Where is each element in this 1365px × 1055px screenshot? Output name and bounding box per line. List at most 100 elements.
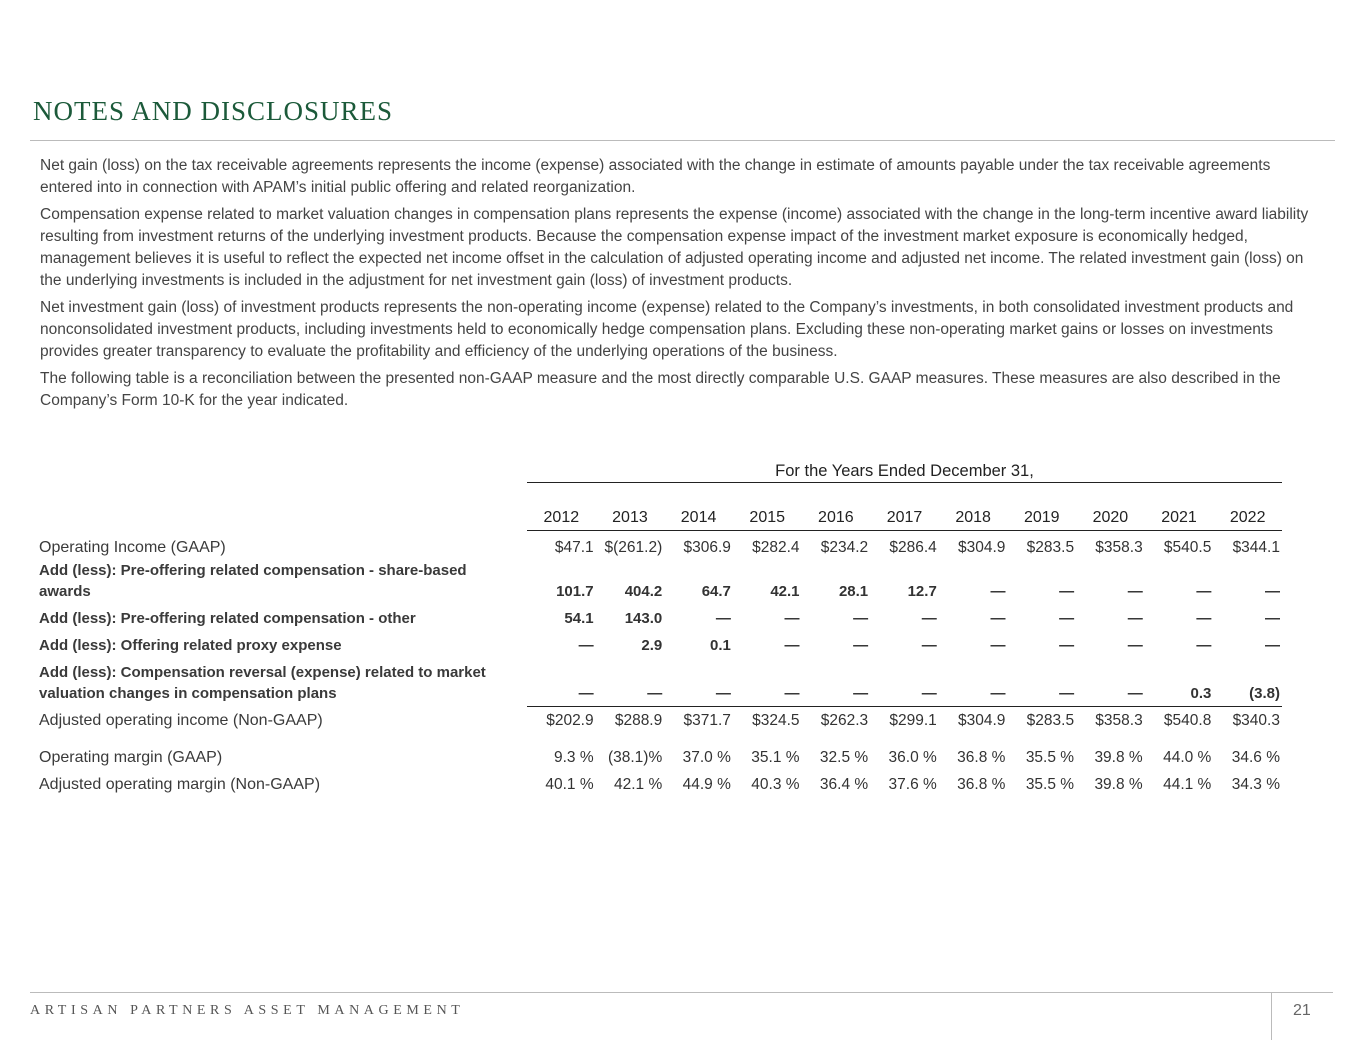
rule [527,482,1282,483]
cell-value: — [921,637,937,654]
cell-value: $306.9 [683,539,731,556]
cell-value: — [715,610,731,627]
cell-value: — [578,685,594,702]
cell-value: — [990,685,1006,702]
cell-value: 12.7 [907,583,937,600]
cell-value: 37.0 % [682,749,731,766]
cell-value: $540.5 [1163,539,1212,556]
cell-value: — [784,610,800,627]
cell-value: $(261.2) [604,539,663,556]
title: NOTES AND DISCLOSURES [33,96,394,126]
column-header: 2022 [1229,509,1266,526]
cell-value: — [1196,610,1212,627]
cell-value: $540.8 [1163,712,1212,729]
cell-value: — [715,685,731,702]
footer-rule [30,992,1333,993]
cell-value: 39.8 % [1094,776,1143,793]
row-label: Add (less): Pre-offering related compens… [39,610,416,627]
cell-value: 40.1 % [545,776,594,793]
cell-value: $324.5 [752,712,800,729]
page-number: 21 [1293,1002,1311,1019]
cell-value: (38.1)% [607,749,663,766]
cell-value: — [990,583,1006,600]
cell-value: $344.1 [1232,539,1280,556]
cell-value: 32.5 % [819,749,869,766]
cell-value: (3.8) [1249,685,1280,702]
column-header: 2019 [1023,509,1060,526]
divider [30,140,1335,141]
cell-value: $283.5 [1026,712,1075,729]
row-label: Operating Income (GAAP) [39,539,226,556]
cell-value: $340.3 [1232,712,1280,729]
cell-value: 36.4 % [819,776,869,793]
column-header: 2017 [886,509,923,526]
cell-value: 44.0 % [1163,749,1212,766]
column-header: 2016 [818,509,854,526]
column-header: 2012 [543,509,580,526]
cell-value: — [578,637,594,654]
paragraph: Net investment gain (loss) of investment… [40,299,1294,360]
column-header: 2018 [955,509,991,526]
cell-value: — [853,610,869,627]
cell-value: — [1059,610,1075,627]
cell-value: — [853,685,869,702]
cell-value: — [647,685,663,702]
cell-value: 34.6 % [1231,749,1280,766]
cell-value: $286.4 [889,539,937,556]
cell-value: — [1127,685,1143,702]
cell-value: 44.9 % [682,776,731,793]
cell-value: 36.0 % [888,749,937,766]
cell-value: 54.1 [564,610,594,627]
footer-rule [1271,992,1272,1040]
cell-value: 37.6 % [888,776,937,793]
cell-value: $234.2 [820,539,869,556]
cell-value: — [1264,583,1280,600]
cell-value: — [921,685,937,702]
cell-value: 40.3 % [751,776,800,793]
cell-value: — [1264,610,1280,627]
cell-value: $262.3 [820,712,869,729]
column-header: 2014 [680,509,717,526]
cell-value: 0.1 [710,637,731,654]
cell-value: 35.5 % [1025,776,1075,793]
cell-value: — [1127,583,1143,600]
cell-value: 35.1 % [751,749,800,766]
paragraph: Compensation expense related to market v… [40,206,1309,289]
cell-value: — [1127,637,1143,654]
rule [527,530,1282,531]
footer-company: ARTISAN PARTNERS ASSET MANAGEMENT [30,1003,465,1018]
cell-value: — [1059,637,1075,654]
cell-value: 36.8 % [957,749,1006,766]
cell-value: $358.3 [1095,539,1143,556]
cell-value: 64.7 [701,583,731,600]
paragraph: Net gain (loss) on the tax receivable ag… [40,157,1271,196]
cell-value: 143.0 [624,610,663,627]
cell-value: — [1264,637,1280,654]
cell-value: — [853,637,869,654]
cell-value: 34.3 % [1231,776,1280,793]
column-header: 2020 [1092,509,1129,526]
cell-value: 44.1 % [1163,776,1212,793]
cell-value: $299.1 [889,712,937,729]
cell-value: 28.1 [838,583,869,600]
cell-value: $358.3 [1095,712,1143,729]
cell-value: — [784,637,800,654]
paragraph: The following table is a reconciliation … [40,370,1281,409]
cell-value: $47.1 [554,539,594,556]
cell-value: 101.7 [556,583,594,600]
cell-value: — [1127,610,1143,627]
cell-value: $288.9 [614,712,663,729]
cell-value: — [990,610,1006,627]
cell-value: — [990,637,1006,654]
cell-value: — [1059,685,1075,702]
cell-value: 0.3 [1190,685,1212,702]
cell-value: — [1196,583,1212,600]
cell-value: — [921,610,937,627]
cell-value: — [1059,583,1075,600]
column-header: 2015 [749,509,786,526]
row-label: Adjusted operating income (Non-GAAP) [39,712,323,729]
cell-value: $202.9 [546,712,594,729]
cell-value: 39.8 % [1094,749,1143,766]
column-header: 2021 [1161,509,1197,526]
